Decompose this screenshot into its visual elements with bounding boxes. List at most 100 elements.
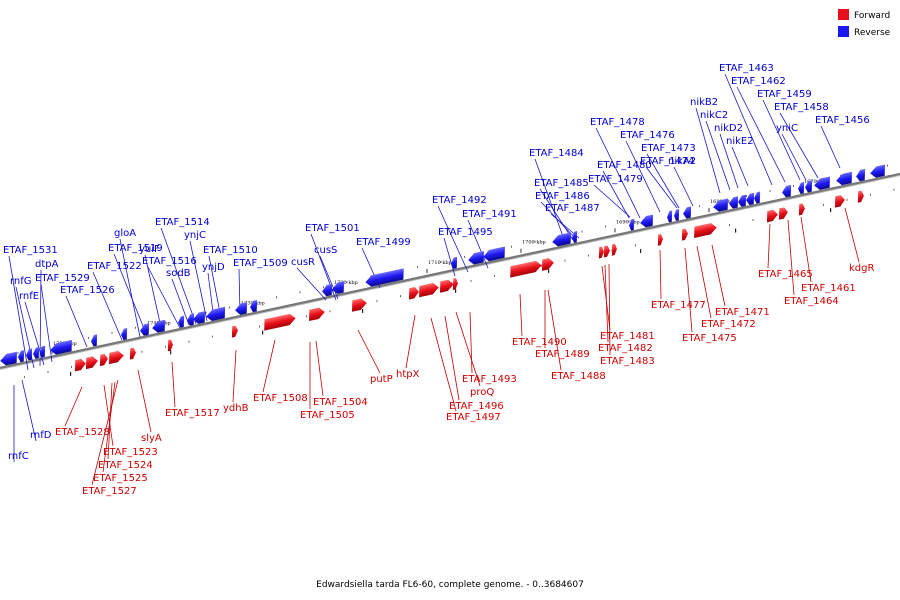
reverse-gene-label: ETAF_1514 [155, 217, 210, 228]
reverse-gene-arrow [235, 302, 248, 315]
reverse-gene-arrow [26, 348, 33, 361]
reverse-gene-label: ETAF_1456 [815, 115, 870, 126]
scale-tick-label: 1720 kbp [334, 280, 358, 286]
forward-gene-arrow [351, 298, 367, 312]
forward-gene-label: ETAF_1477 [651, 300, 706, 311]
forward-gene-arrow [766, 209, 778, 223]
forward-label-leader [696, 245, 712, 319]
forward-label-leader [800, 216, 812, 283]
reverse-gene-arrow [754, 191, 761, 204]
scale-dot-bottom [846, 198, 848, 201]
scale-dot-top [440, 260, 442, 263]
reverse-gene-arrow [91, 334, 98, 347]
forward-gene-arrow [603, 245, 610, 258]
forward-gene-label: ETAF_1475 [682, 333, 737, 344]
reverse-label-leader [695, 107, 721, 194]
reverse-gene-arrow [729, 196, 739, 209]
reverse-gene-arrow [121, 328, 128, 341]
forward-gene-arrow [598, 246, 604, 259]
forward-gene-arrow [439, 279, 454, 293]
reverse-gene-label: ETAF_1529 [35, 273, 90, 284]
reverse-gene-arrow [552, 232, 571, 247]
forward-label-leader [232, 349, 237, 403]
forward-gene-arrow [264, 313, 296, 331]
forward-label-leader [262, 339, 276, 393]
forward-gene-label: ETAF_1527 [82, 486, 137, 497]
legend: Forward Reverse [838, 9, 891, 38]
scale-dot-bottom [893, 188, 895, 191]
reverse-gene-arrow [193, 311, 206, 324]
reverse-gene-arrow [40, 345, 46, 358]
forward-gene-arrow [74, 358, 86, 372]
reverse-label-leader [762, 99, 801, 181]
reverse-gene-label: ETAF_1485 [534, 178, 589, 189]
reverse-gene-arrow [332, 281, 345, 294]
legend-label-forward: Forward [854, 11, 890, 21]
reverse-gene-arrow [322, 283, 333, 297]
reverse-label-leader [144, 254, 163, 333]
scale-dot-top [464, 255, 465, 258]
feature-marker [830, 208, 832, 213]
scale-dot-top [511, 245, 512, 248]
reverse-label-leader [21, 379, 37, 442]
reverse-gene-arrow [640, 214, 654, 228]
reverse-gene-arrow [33, 346, 40, 359]
forward-gene-arrow [694, 223, 717, 238]
reverse-gene-label: ETAF_1522 [87, 261, 142, 272]
scale-dot-bottom [47, 371, 49, 374]
forward-gene-arrow [611, 243, 617, 256]
reverse-label-leader [595, 127, 641, 219]
reverse-gene-label: ETAF_1491 [462, 209, 517, 220]
forward-label-leader [608, 263, 611, 356]
forward-gene-arrow [308, 307, 325, 322]
scale-dot-top [17, 352, 19, 355]
forward-gene-arrow [129, 347, 136, 360]
reverse-gene-label: cusS [314, 245, 337, 256]
forward-gene-label: proQ [470, 387, 494, 398]
scale-dot-bottom [823, 203, 824, 206]
reverse-gene-arrow [782, 184, 792, 198]
reverse-label-leader [736, 86, 786, 183]
reverse-gene-label: ETAF_1463 [719, 63, 774, 74]
reverse-gene-arrow [805, 180, 813, 193]
reverse-gene-arrow [206, 307, 223, 321]
scale-dot-bottom [470, 279, 472, 282]
reverse-gene-arrow [674, 209, 680, 221]
forward-gene-label: ETAF_1490 [512, 337, 567, 348]
scale-dot-top [699, 205, 700, 208]
scale-dot-top [111, 331, 113, 334]
scale-dot-top [229, 306, 230, 309]
forward-label-leader [137, 369, 152, 433]
scale-dot-top [769, 190, 771, 193]
scale-dot-bottom [24, 376, 25, 379]
forward-gene-label: kdgR [849, 263, 874, 274]
reverse-gene-label: ETAF_1486 [535, 191, 590, 202]
legend-swatch-forward [838, 9, 849, 20]
reverse-label-leader [781, 133, 807, 181]
reverse-gene-label: nikE2 [726, 136, 754, 147]
reverse-label-leader [39, 269, 42, 367]
forward-gene-label: ETAF_1489 [535, 349, 590, 360]
scale-dot-bottom [588, 254, 589, 257]
forward-label-leader [844, 207, 860, 263]
reverse-gene-arrow [572, 231, 578, 243]
reverse-label-leader [40, 283, 53, 363]
reverse-label-leader [645, 166, 678, 209]
feature-marker [455, 288, 457, 293]
scale-dot-top [628, 220, 630, 223]
reverse-gene-arrow [738, 194, 747, 207]
legend-swatch-reverse [838, 26, 849, 37]
forward-gene-label: ETAF_1461 [801, 283, 856, 294]
forward-gene-arrow [167, 339, 173, 352]
scale-dot-top [205, 311, 207, 314]
forward-label-leader [102, 381, 116, 473]
scale-dot-top [88, 336, 89, 339]
reverse-label-leader [296, 267, 327, 301]
reverse-gene-arrow [483, 246, 505, 262]
scale-dot-top [534, 240, 536, 243]
reverse-label-leader [719, 133, 739, 189]
reverse-gene-label: ETAF_1478 [590, 117, 645, 128]
scale-dot-bottom [376, 300, 378, 303]
reverse-gene-label: ETAF_1492 [432, 195, 487, 206]
reverse-gene-arrow [798, 182, 805, 195]
